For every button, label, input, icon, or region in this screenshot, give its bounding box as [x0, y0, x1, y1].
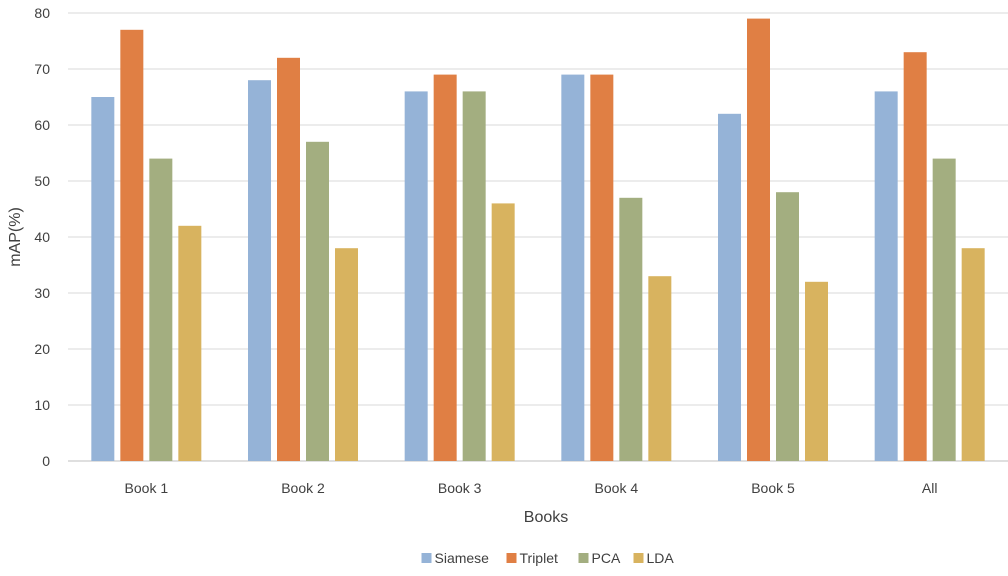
bar-pca-2 — [306, 141, 329, 462]
bar-pca-3 — [462, 91, 486, 462]
y-tick-label: 80 — [34, 5, 50, 21]
bar-triplet-3 — [433, 74, 457, 461]
bar-lda-6 — [961, 248, 985, 461]
y-tick-label: 30 — [34, 285, 50, 301]
x-tick-label: Book 3 — [438, 480, 482, 496]
bar-lda-1 — [178, 225, 202, 461]
legend-swatch-siamese — [421, 553, 432, 563]
bar-siamese-3 — [404, 91, 428, 462]
y-tick-label: 10 — [34, 397, 50, 413]
bar-siamese-6 — [874, 91, 898, 462]
bar-triplet-2 — [277, 57, 300, 462]
bars — [91, 18, 985, 462]
y-tick-label: 70 — [34, 61, 50, 77]
y-tick-label: 40 — [34, 229, 50, 245]
bar-pca-6 — [932, 158, 956, 461]
x-tick-label: Book 1 — [125, 480, 169, 496]
y-tick-label: 50 — [34, 173, 50, 189]
x-axis-ticks: Book 1 Book 2 Book 3 Book 4 Book 5 All — [125, 480, 938, 496]
bar-lda-3 — [491, 203, 515, 461]
legend-swatch-pca — [578, 553, 589, 563]
x-tick-label: Book 2 — [281, 480, 325, 496]
bar-triplet-6 — [903, 52, 927, 461]
x-tick-label: Book 4 — [595, 480, 639, 496]
bar-triplet-4 — [590, 74, 614, 461]
y-axis-ticks: 0 10 20 30 40 50 60 70 80 — [34, 5, 50, 469]
bar-pca-4 — [619, 197, 643, 462]
legend-label-lda: LDA — [647, 550, 675, 566]
gridlines — [68, 12, 1008, 462]
legend-label-siamese: Siamese — [435, 550, 490, 566]
bar-siamese-2 — [248, 80, 271, 461]
legend-swatch-lda — [633, 553, 644, 563]
x-tick-label: All — [922, 480, 938, 496]
bar-triplet-5 — [747, 18, 770, 461]
y-tick-label: 60 — [34, 117, 50, 133]
legend-swatch-triplet — [506, 553, 517, 563]
bar-lda-4 — [648, 276, 672, 461]
bar-lda-5 — [805, 281, 828, 461]
bar-triplet-1 — [120, 29, 144, 462]
legend-label-pca: PCA — [592, 550, 621, 566]
y-tick-label: 20 — [34, 341, 50, 357]
bar-siamese-4 — [561, 74, 585, 461]
bar-pca-5 — [776, 192, 799, 461]
bar-siamese-1 — [91, 97, 115, 461]
x-axis-title: Books — [524, 509, 568, 526]
bar-siamese-5 — [718, 113, 741, 462]
legend-label-triplet: Triplet — [520, 550, 558, 566]
y-tick-label: 0 — [42, 453, 50, 469]
bar-pca-1 — [149, 158, 173, 461]
y-axis-title: mAP(%) — [7, 207, 24, 267]
bar-lda-2 — [335, 248, 358, 461]
legend: Siamese Triplet PCA LDA — [421, 550, 675, 566]
x-tick-label: Book 5 — [751, 480, 795, 496]
